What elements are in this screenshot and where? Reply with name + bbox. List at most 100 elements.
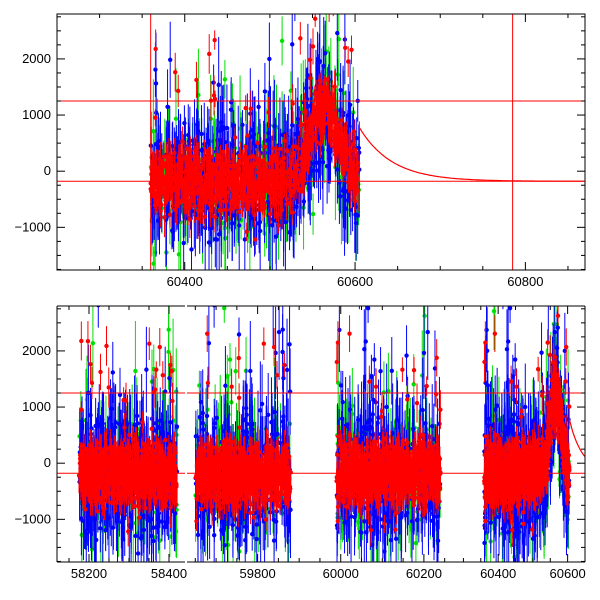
data-point [265,199,270,205]
data-point [287,170,293,175]
data-point [264,222,269,228]
data-point [291,183,296,188]
data-point [117,392,123,398]
data-point [240,156,245,161]
data-point [280,194,285,199]
data-point [170,398,175,404]
data-point [155,218,161,223]
data-point [304,128,309,133]
data-point [285,148,290,154]
data-point [241,191,246,196]
data-point [350,141,356,147]
data-point [266,130,271,136]
top-plot-area [57,6,585,270]
data-point [305,167,310,172]
data-point [325,93,331,99]
y-tick-label: 2000 [22,51,51,66]
data-point [157,188,162,193]
data-point [153,428,159,433]
data-point [327,6,331,10]
data-point [317,85,323,90]
data-point [235,186,241,191]
data-point [343,45,348,51]
data-point [254,196,259,202]
data-point [346,113,351,118]
data-point [214,192,219,197]
data-point [205,159,211,164]
data-point [243,197,248,202]
data-point [195,216,201,221]
data-point [172,150,177,156]
data-point [353,212,358,217]
data-point [98,526,103,531]
data-point [223,190,229,196]
data-point [184,178,189,183]
data-point [248,106,253,111]
data-point [226,159,231,164]
data-point [212,37,217,43]
data-point [219,187,225,193]
data-point [258,166,263,171]
data-point [342,204,347,210]
data-point [266,169,272,174]
data-point [166,349,171,355]
data-point [226,183,232,188]
data-point [208,201,213,206]
data-point [220,124,225,130]
data-point [339,118,345,123]
data-point [270,223,275,228]
data-point [132,422,137,428]
data-point [174,188,180,193]
data-point [277,146,282,152]
data-point [349,47,354,53]
data-point [354,136,359,141]
data-point [210,172,215,178]
model-decay-curve [358,127,585,182]
series-red [76,321,179,547]
data-point [274,175,279,180]
data-point [163,191,169,196]
y-tick-label: 1000 [22,107,51,122]
data-point [192,158,198,163]
data-point [330,129,336,134]
data-point [287,230,292,235]
x-tick-label: 60800 [507,274,543,289]
data-point [253,237,258,242]
data-point [173,511,178,516]
data-point [246,172,252,177]
data-point [172,175,177,181]
data-point [302,109,307,115]
x-tick-label: 60400 [167,274,203,289]
data-point [267,56,272,62]
data-point [272,202,277,207]
data-point [158,208,163,214]
data-point [348,174,353,179]
data-point [262,144,268,149]
data-point [308,85,314,91]
data-point [223,199,228,204]
data-point [351,129,357,134]
data-point [110,370,115,375]
data-point [326,113,331,118]
data-point [86,521,91,527]
data-point [153,67,158,72]
data-point [221,149,226,155]
data-point [154,193,159,199]
data-point [332,116,338,122]
data-point [245,202,250,208]
data-point [273,198,279,203]
data-point [276,160,281,166]
data-point [290,101,295,106]
data-point [245,133,250,138]
series-red [148,6,361,255]
data-point [280,159,285,164]
data-point [162,215,167,220]
data-point [256,157,262,163]
data-point [176,139,181,145]
data-point [180,169,185,175]
data-point [167,212,173,217]
data-point [268,186,273,192]
data-point [310,44,316,49]
data-point [308,76,313,81]
data-point [189,247,194,252]
